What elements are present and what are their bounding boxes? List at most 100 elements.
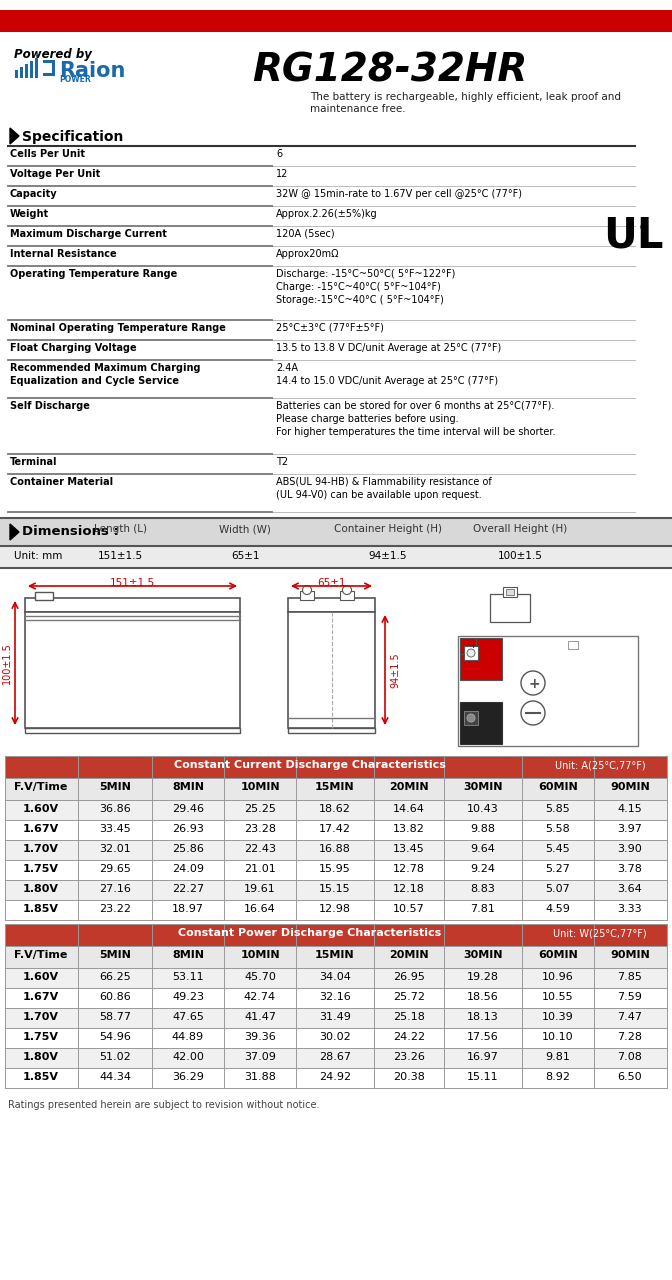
Text: Equalization and Cycle Service: Equalization and Cycle Service (10, 376, 179, 387)
Text: 28.67: 28.67 (319, 1052, 351, 1062)
Text: 9.24: 9.24 (470, 864, 495, 874)
Bar (460, 637, 476, 654)
Circle shape (343, 585, 351, 594)
Text: 1.67V: 1.67V (23, 992, 59, 1002)
Bar (464, 646, 478, 660)
Text: 7.59: 7.59 (618, 992, 642, 1002)
Text: 1.80V: 1.80V (23, 1052, 59, 1062)
Bar (25, 64, 28, 78)
Text: Maximum Discharge Current: Maximum Discharge Current (10, 229, 167, 239)
Text: 42.74: 42.74 (244, 992, 276, 1002)
Text: +: + (529, 677, 541, 691)
Text: 31.88: 31.88 (244, 1073, 276, 1082)
Text: 13.82: 13.82 (393, 824, 425, 835)
Text: 32.16: 32.16 (319, 992, 351, 1002)
Text: 5.85: 5.85 (546, 804, 571, 814)
Text: 1.75V: 1.75V (23, 864, 59, 874)
Text: 3.97: 3.97 (618, 824, 642, 835)
Text: 100±1.5: 100±1.5 (497, 550, 542, 561)
Text: 7.08: 7.08 (618, 1052, 642, 1062)
Text: Float Charging Voltage: Float Charging Voltage (10, 343, 136, 353)
Text: 120A (5sec): 120A (5sec) (276, 229, 335, 239)
Text: Voltage Per Unit: Voltage Per Unit (10, 169, 100, 179)
Text: 10.39: 10.39 (542, 1012, 574, 1021)
Text: 23.26: 23.26 (393, 1052, 425, 1062)
Text: 27.16: 27.16 (99, 884, 131, 893)
Text: Container Material: Container Material (10, 477, 113, 486)
Bar (460, 637, 502, 680)
Text: 26.93: 26.93 (172, 824, 204, 835)
Circle shape (467, 649, 475, 657)
Text: 47.65: 47.65 (172, 1012, 204, 1021)
Text: Batteries can be stored for over 6 months at 25°C(77°F).: Batteries can be stored for over 6 month… (276, 401, 554, 411)
Text: 10MIN: 10MIN (240, 782, 280, 792)
Text: 94±1.5: 94±1.5 (369, 550, 407, 561)
Text: 10.57: 10.57 (393, 904, 425, 914)
Bar (43, 63, 52, 73)
Text: 18.13: 18.13 (467, 1012, 499, 1021)
Bar (5, 840, 667, 860)
Text: 25.18: 25.18 (393, 1012, 425, 1021)
Bar (0, 518, 672, 547)
Text: 18.97: 18.97 (172, 904, 204, 914)
Text: 7.28: 7.28 (618, 1032, 642, 1042)
Text: Dimensions :: Dimensions : (22, 525, 119, 538)
Text: 25°C±3°C (77°F±5°F): 25°C±3°C (77°F±5°F) (276, 323, 384, 333)
Text: 14.64: 14.64 (393, 804, 425, 814)
Text: 29.46: 29.46 (172, 804, 204, 814)
Text: 10.10: 10.10 (542, 1032, 574, 1042)
Text: 17.42: 17.42 (319, 824, 351, 835)
Text: 4.15: 4.15 (618, 804, 642, 814)
Text: 12.18: 12.18 (393, 884, 425, 893)
Text: 15.15: 15.15 (319, 884, 351, 893)
Text: 51.02: 51.02 (99, 1052, 131, 1062)
Text: 29.65: 29.65 (99, 864, 131, 874)
Text: 5.45: 5.45 (546, 844, 571, 854)
Text: 65±1: 65±1 (317, 579, 346, 588)
Text: 22.27: 22.27 (172, 884, 204, 893)
Text: 16.64: 16.64 (244, 904, 276, 914)
Text: F.V/Time: F.V/Time (14, 950, 68, 960)
Text: Powered by: Powered by (14, 47, 92, 61)
Text: Operating Temperature Range: Operating Temperature Range (10, 269, 177, 279)
Text: 13.45: 13.45 (393, 844, 425, 854)
Text: Width (W): Width (W) (219, 524, 271, 534)
Text: 14.4 to 15.0 VDC/unit Average at 25°C (77°F): 14.4 to 15.0 VDC/unit Average at 25°C (7… (276, 376, 498, 387)
Text: 7.81: 7.81 (470, 904, 495, 914)
Bar (5, 820, 667, 840)
Text: 25.25: 25.25 (244, 804, 276, 814)
Text: Overall Height (H): Overall Height (H) (473, 524, 567, 534)
Text: 15.95: 15.95 (319, 864, 351, 874)
Bar (35, 591, 53, 600)
Text: 6: 6 (276, 148, 282, 159)
Bar (340, 591, 354, 600)
Text: 21.01: 21.01 (244, 864, 276, 874)
Text: 23.22: 23.22 (99, 904, 131, 914)
Text: (UL 94-V0) can be available upon request.: (UL 94-V0) can be available upon request… (276, 490, 482, 500)
Bar (25, 598, 240, 612)
Text: UL: UL (603, 214, 663, 256)
Text: 9.81: 9.81 (546, 1052, 571, 1062)
Text: 3.64: 3.64 (618, 884, 642, 893)
Text: Weight: Weight (10, 209, 49, 219)
Bar (5, 900, 667, 920)
Text: 19.61: 19.61 (244, 884, 276, 893)
Bar (503, 588, 517, 596)
Text: 10MIN: 10MIN (240, 950, 280, 960)
Text: 90MIN: 90MIN (610, 782, 650, 792)
Text: Internal Resistance: Internal Resistance (10, 250, 117, 259)
Text: Capacity: Capacity (10, 189, 58, 198)
Text: 30MIN: 30MIN (463, 782, 503, 792)
Text: 25.86: 25.86 (172, 844, 204, 854)
Text: 41.47: 41.47 (244, 1012, 276, 1021)
Text: Self Discharge: Self Discharge (10, 401, 90, 411)
Text: 66.25: 66.25 (99, 972, 131, 982)
Bar (288, 598, 375, 612)
Text: 9.64: 9.64 (470, 844, 495, 854)
Text: Specification: Specification (22, 131, 124, 143)
Text: 30MIN: 30MIN (463, 950, 503, 960)
Text: 49.23: 49.23 (172, 992, 204, 1002)
Text: 5.58: 5.58 (546, 824, 571, 835)
Text: The battery is rechargeable, highly efficient, leak proof and
maintenance free.: The battery is rechargeable, highly effi… (310, 92, 621, 114)
Text: 44.89: 44.89 (172, 1032, 204, 1042)
